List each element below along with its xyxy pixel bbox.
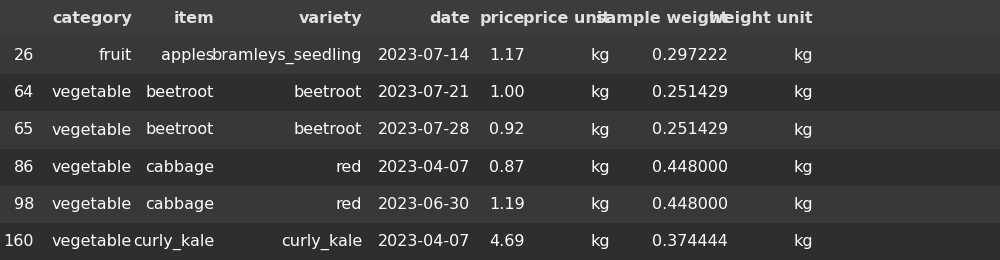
Text: 1.17: 1.17 — [489, 48, 525, 63]
Text: weight unit: weight unit — [709, 11, 813, 26]
Text: vegetable: vegetable — [52, 197, 132, 212]
Text: vegetable: vegetable — [52, 85, 132, 100]
Text: 64: 64 — [14, 85, 34, 100]
Text: kg: kg — [590, 122, 610, 138]
Text: kg: kg — [590, 85, 610, 100]
Text: 0.374444: 0.374444 — [652, 234, 728, 249]
Text: 0.297222: 0.297222 — [652, 48, 728, 63]
Text: vegetable: vegetable — [52, 160, 132, 175]
Text: 1.19: 1.19 — [489, 197, 525, 212]
Text: 86: 86 — [14, 160, 34, 175]
Text: kg: kg — [590, 197, 610, 212]
Text: 160: 160 — [4, 234, 34, 249]
Text: 65: 65 — [14, 122, 34, 138]
Text: apples: apples — [161, 48, 214, 63]
Text: cabbage: cabbage — [145, 160, 214, 175]
Text: date: date — [429, 11, 470, 26]
Text: 0.448000: 0.448000 — [652, 197, 728, 212]
Text: kg: kg — [793, 197, 813, 212]
Bar — [0, 148, 1000, 186]
Text: 0.87: 0.87 — [489, 160, 525, 175]
Text: cabbage: cabbage — [145, 197, 214, 212]
Text: vegetable: vegetable — [52, 122, 132, 138]
Text: beetroot: beetroot — [146, 85, 214, 100]
Text: red: red — [336, 160, 362, 175]
Text: curly_kale: curly_kale — [133, 233, 214, 250]
Text: beetroot: beetroot — [294, 85, 362, 100]
Text: price: price — [480, 11, 525, 26]
Text: kg: kg — [793, 122, 813, 138]
Text: kg: kg — [793, 48, 813, 63]
Text: 2023-04-07: 2023-04-07 — [378, 160, 470, 175]
Text: red: red — [336, 197, 362, 212]
Text: kg: kg — [590, 48, 610, 63]
Text: beetroot: beetroot — [146, 122, 214, 138]
Text: 0.251429: 0.251429 — [652, 122, 728, 138]
Text: 2023-07-14: 2023-07-14 — [378, 48, 470, 63]
Text: kg: kg — [793, 234, 813, 249]
Text: 2023-06-30: 2023-06-30 — [378, 197, 470, 212]
Text: beetroot: beetroot — [294, 122, 362, 138]
Text: 0.92: 0.92 — [490, 122, 525, 138]
Text: kg: kg — [793, 85, 813, 100]
Text: category: category — [52, 11, 132, 26]
Text: 4.69: 4.69 — [490, 234, 525, 249]
Text: bramleys_seedling: bramleys_seedling — [212, 48, 362, 64]
Text: curly_kale: curly_kale — [281, 233, 362, 250]
Text: 2023-04-07: 2023-04-07 — [378, 234, 470, 249]
Text: 2023-07-28: 2023-07-28 — [378, 122, 470, 138]
Text: 98: 98 — [14, 197, 34, 212]
Text: variety: variety — [298, 11, 362, 26]
Bar — [0, 112, 1000, 148]
Bar — [0, 74, 1000, 112]
Text: kg: kg — [590, 160, 610, 175]
Bar — [0, 223, 1000, 260]
Text: 0.448000: 0.448000 — [652, 160, 728, 175]
Text: 1.00: 1.00 — [489, 85, 525, 100]
Bar — [0, 186, 1000, 223]
Text: price unit: price unit — [523, 11, 610, 26]
Text: fruit: fruit — [99, 48, 132, 63]
Text: 2023-07-21: 2023-07-21 — [378, 85, 470, 100]
Text: item: item — [173, 11, 214, 26]
Text: kg: kg — [590, 234, 610, 249]
Text: kg: kg — [793, 160, 813, 175]
Text: vegetable: vegetable — [52, 234, 132, 249]
Text: sample weight: sample weight — [596, 11, 728, 26]
Text: 0.251429: 0.251429 — [652, 85, 728, 100]
Text: 26: 26 — [14, 48, 34, 63]
Bar — [0, 0, 1000, 37]
Bar — [0, 37, 1000, 74]
